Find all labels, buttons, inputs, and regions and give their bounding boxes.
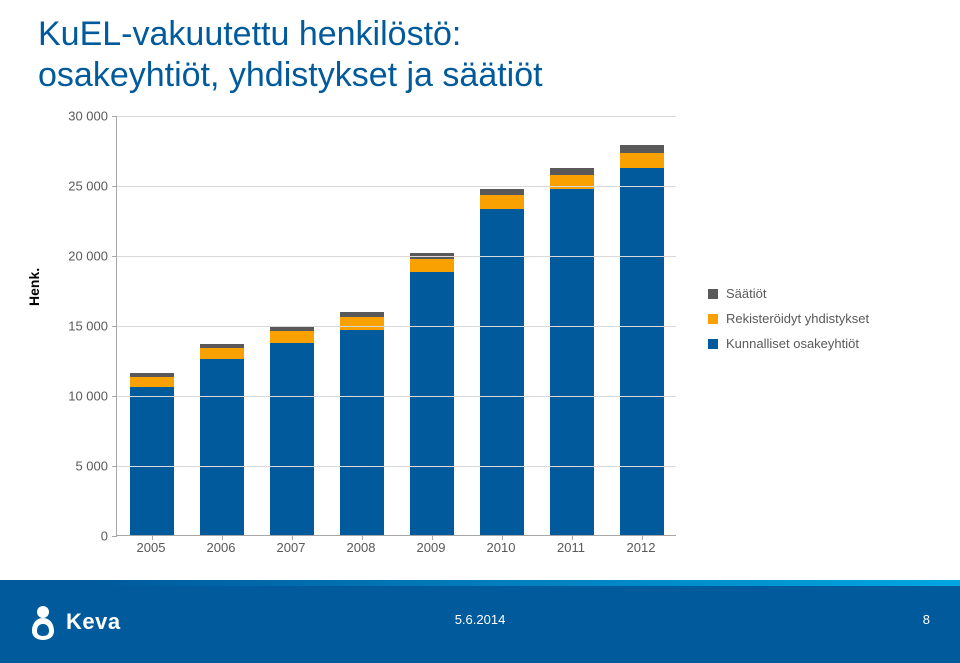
- bar-group: [270, 115, 313, 535]
- plot-area: [116, 116, 676, 536]
- grid-line: [117, 116, 676, 117]
- bar-group: [200, 115, 243, 535]
- bar-segment-saatiot: [340, 312, 383, 317]
- x-tick-label: 2009: [417, 540, 446, 555]
- y-axis-title: Henk.: [26, 268, 42, 306]
- title-heading: KuEL-vakuutettu henkilöstö: osakeyhtiöt,…: [38, 14, 918, 97]
- bar-segment-kunnalliset: [620, 168, 663, 535]
- bar-segment-kunnalliset: [340, 330, 383, 535]
- x-tick-label: 2006: [207, 540, 236, 555]
- bar-segment-kunnalliset: [200, 359, 243, 535]
- legend-label: Rekisteröidyt yhdistykset: [726, 311, 869, 326]
- bar-group: [480, 115, 523, 535]
- grid-line: [117, 326, 676, 327]
- bar-segment-rekisteroidyt: [340, 317, 383, 330]
- bar-segment-saatiot: [270, 326, 313, 331]
- title-line1: KuEL-vakuutettu henkilöstö:: [38, 15, 461, 53]
- y-tick-label: 30 000: [68, 109, 108, 124]
- legend-label: Säätiöt: [726, 286, 766, 301]
- bar-segment-kunnalliset: [130, 387, 173, 535]
- y-tick-mark: [112, 466, 117, 467]
- bar-segment-rekisteroidyt: [480, 195, 523, 209]
- brand-logo-icon: [30, 604, 56, 640]
- legend-item: Säätiöt: [708, 286, 928, 301]
- grid-line: [117, 256, 676, 257]
- bar-segment-saatiot: [550, 168, 593, 175]
- x-tick-label: 2008: [347, 540, 376, 555]
- y-tick-label: 0: [101, 529, 108, 544]
- slide: KuEL-vakuutettu henkilöstö: osakeyhtiöt,…: [0, 0, 960, 663]
- bar-segment-saatiot: [200, 344, 243, 348]
- y-tick-mark: [112, 256, 117, 257]
- grid-line: [117, 186, 676, 187]
- y-tick-label: 15 000: [68, 319, 108, 334]
- bar-segment-rekisteroidyt: [270, 331, 313, 342]
- bar-segment-saatiot: [130, 373, 173, 377]
- bar-segment-saatiot: [620, 145, 663, 153]
- bar-segment-kunnalliset: [410, 272, 453, 535]
- legend-swatch: [708, 314, 718, 324]
- bar-segment-rekisteroidyt: [410, 259, 453, 272]
- bar-segment-rekisteroidyt: [550, 175, 593, 190]
- footer-date: 5.6.2014: [455, 612, 506, 627]
- y-tick-labels: 05 00010 00015 00020 00025 00030 000: [48, 116, 108, 552]
- y-tick-mark: [112, 536, 117, 537]
- brand-name: Keva: [66, 609, 121, 635]
- x-tick-label: 2005: [137, 540, 166, 555]
- page-title: KuEL-vakuutettu henkilöstö: osakeyhtiöt,…: [38, 14, 918, 97]
- y-tick-label: 20 000: [68, 249, 108, 264]
- y-tick-mark: [112, 116, 117, 117]
- x-tick-label: 2012: [627, 540, 656, 555]
- x-tick-labels: 2005 2006 2007 2008 2009 2010 2011 2012: [116, 540, 676, 560]
- legend-label: Kunnalliset osakeyhtiöt: [726, 336, 859, 351]
- bar-segment-kunnalliset: [550, 189, 593, 535]
- y-tick-label: 25 000: [68, 179, 108, 194]
- bar-segment-rekisteroidyt: [620, 153, 663, 168]
- legend: Säätiöt Rekisteröidyt yhdistykset Kunnalli…: [708, 286, 928, 361]
- grid-line: [117, 466, 676, 467]
- bar-segment-rekisteroidyt: [200, 348, 243, 359]
- legend-item: Rekisteröidyt yhdistykset: [708, 311, 928, 326]
- bar-segment-kunnalliset: [270, 343, 313, 536]
- y-tick-mark: [112, 326, 117, 327]
- grid-line: [117, 396, 676, 397]
- bar-group: [340, 115, 383, 535]
- bar-group: [550, 115, 593, 535]
- legend-swatch: [708, 339, 718, 349]
- bar-segment-kunnalliset: [480, 209, 523, 535]
- legend-item: Kunnalliset osakeyhtiöt: [708, 336, 928, 351]
- y-tick-mark: [112, 396, 117, 397]
- x-tick-label: 2007: [277, 540, 306, 555]
- x-tick-label: 2011: [557, 540, 585, 555]
- brand-logo: Keva: [30, 604, 121, 640]
- footer: Keva 5.6.2014 8: [0, 580, 960, 663]
- title-line2: osakeyhtiöt, yhdistykset ja säätiöt: [38, 56, 543, 94]
- x-tick-label: 2010: [487, 540, 516, 555]
- bar-group: [410, 115, 453, 535]
- y-tick-label: 5 000: [75, 459, 108, 474]
- bar-segment-rekisteroidyt: [130, 377, 173, 387]
- y-tick-label: 10 000: [68, 389, 108, 404]
- footer-page-number: 8: [923, 612, 930, 627]
- bar-group: [130, 115, 173, 535]
- bar-segment-saatiot: [480, 189, 523, 195]
- chart: Henk. 05 00010 00015 00020 00025 00030 0…: [28, 116, 928, 552]
- y-tick-mark: [112, 186, 117, 187]
- bar-group: [620, 115, 663, 535]
- legend-swatch: [708, 289, 718, 299]
